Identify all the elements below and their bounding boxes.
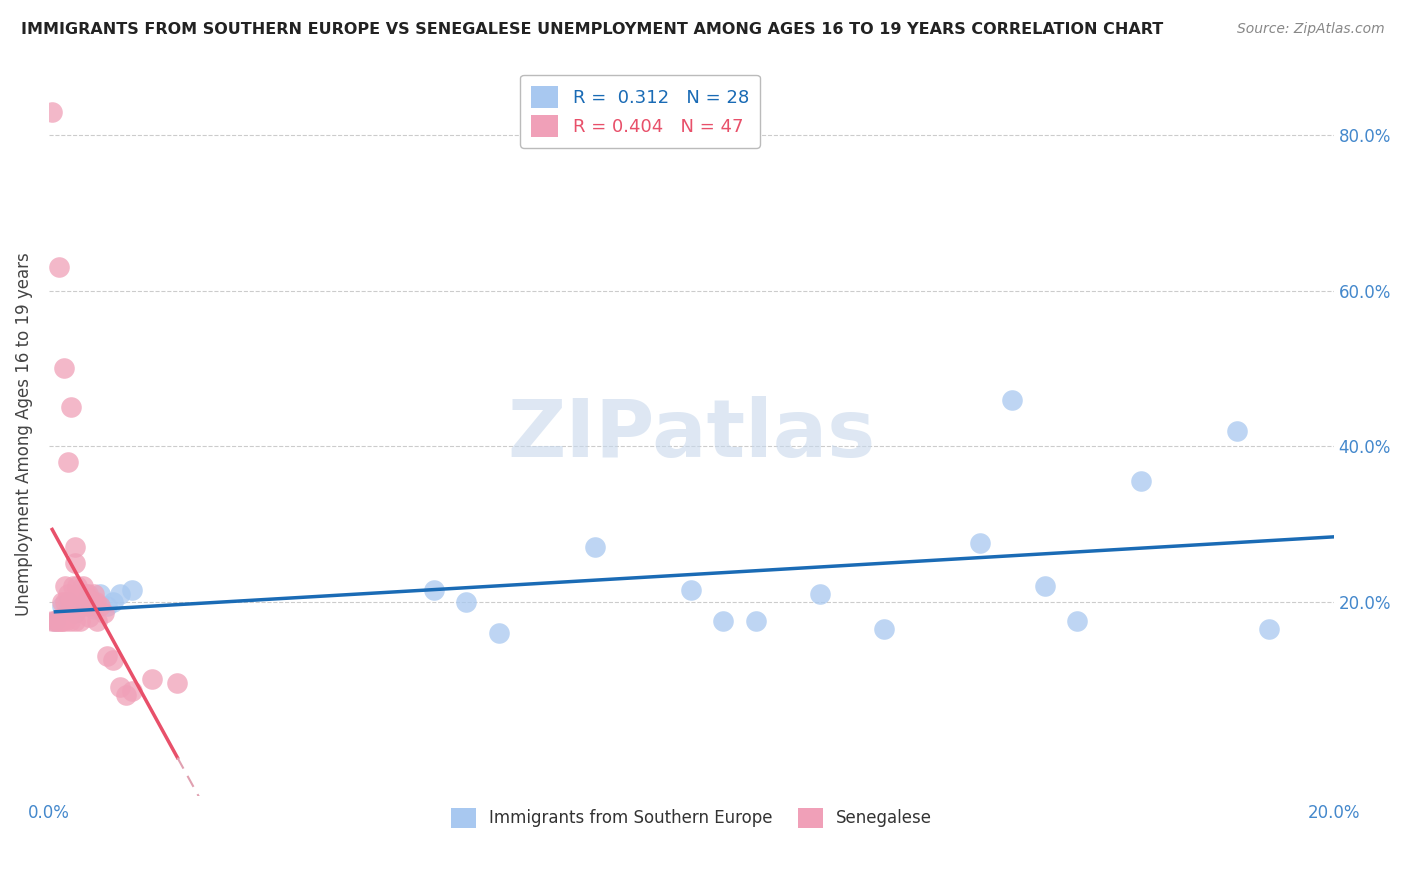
Point [72,579,94,593]
Point [75,587,97,601]
Text: IMMIGRANTS FROM SOUTHERN EUROPE VS SENEGALESE UNEMPLOYMENT AMONG AGES 16 TO 19 Y: IMMIGRANTS FROM SOUTHERN EUROPE VS SENEG… [21,22,1163,37]
Point [84,595,107,609]
Point [141,673,163,687]
Point [969,536,991,550]
Point [60,401,83,415]
Point [73,599,96,613]
Point [53,614,76,628]
Point [166,676,188,690]
Point [76,591,98,605]
Point [63,556,86,570]
Point [66,595,89,609]
Point [80,599,103,613]
Point [103,595,125,609]
Point [83,602,105,616]
Point [76,587,98,601]
Point [51,595,73,609]
Point [713,614,735,628]
Point [59,595,82,609]
Point [70,587,93,601]
Y-axis label: Unemployment Among Ages 16 to 19 years: Unemployment Among Ages 16 to 19 years [15,252,32,616]
Point [82,595,104,609]
Point [89,599,111,613]
Point [48,614,70,628]
Point [1258,622,1281,636]
Point [873,622,896,636]
Point [63,614,86,628]
Point [59,614,82,628]
Point [1001,392,1024,407]
Point [41,104,63,119]
Point [93,607,115,621]
Point [58,587,80,601]
Point [108,680,131,694]
Point [1066,614,1088,628]
Point [1129,474,1152,488]
Legend: Immigrants from Southern Europe, Senegalese: Immigrants from Southern Europe, Senegal… [444,801,939,835]
Point [45,614,67,628]
Point [121,582,143,597]
Point [108,587,131,601]
Point [65,579,87,593]
Point [44,614,66,628]
Point [121,684,143,698]
Point [583,541,606,555]
Point [70,599,93,613]
Point [44,614,66,628]
Point [86,614,108,628]
Point [83,587,105,601]
Text: ZIPatlas: ZIPatlas [508,395,876,474]
Point [744,614,766,628]
Point [58,455,80,469]
Point [52,361,75,376]
Point [115,688,138,702]
Point [48,260,70,275]
Point [488,625,510,640]
Point [51,610,73,624]
Point [1226,424,1249,438]
Point [79,610,101,624]
Point [456,595,478,609]
Point [62,579,84,593]
Point [63,607,86,621]
Point [96,649,118,664]
Point [51,599,73,613]
Point [681,582,703,597]
Point [53,595,76,609]
Point [51,614,73,628]
Point [808,587,831,601]
Point [56,610,79,624]
Point [1033,579,1056,593]
Text: Source: ZipAtlas.com: Source: ZipAtlas.com [1237,22,1385,37]
Point [69,614,91,628]
Point [89,587,111,601]
Point [103,653,125,667]
Point [53,579,76,593]
Point [423,582,446,597]
Point [49,614,72,628]
Point [96,599,118,613]
Point [58,595,80,609]
Point [63,541,86,555]
Point [41,614,63,628]
